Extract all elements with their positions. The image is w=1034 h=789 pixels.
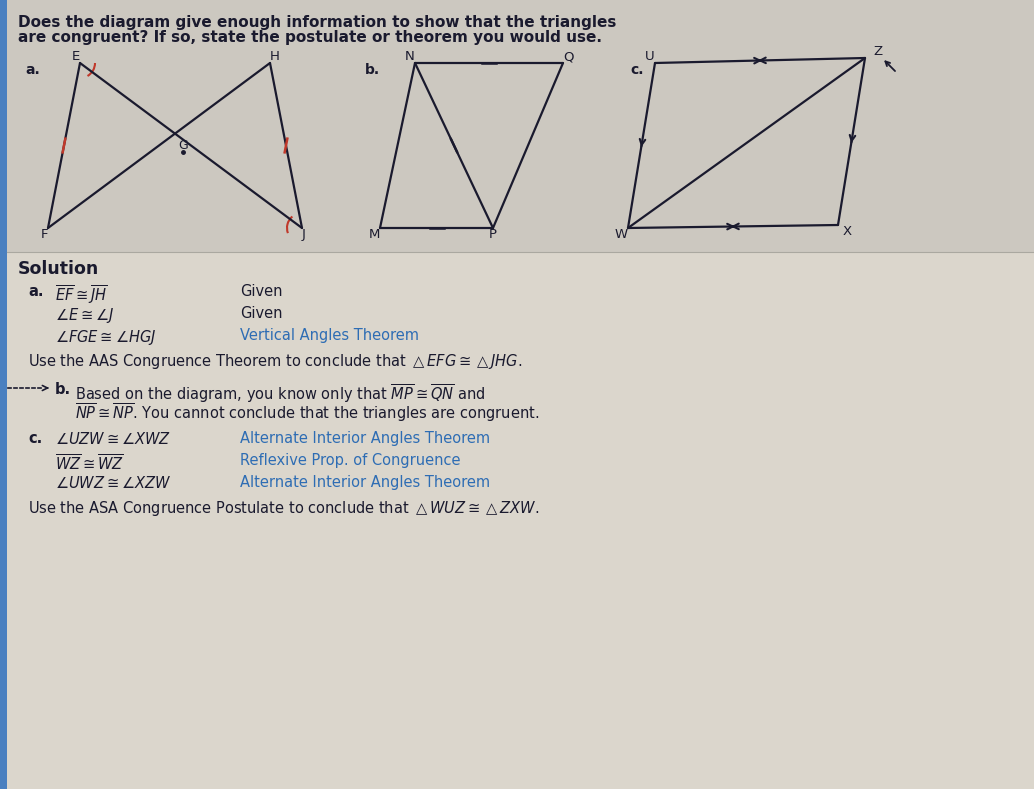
Text: Use the AAS Congruence Theorem to conclude that $\triangle EFG \cong \triangle J: Use the AAS Congruence Theorem to conclu… [28, 352, 522, 371]
Text: Vertical Angles Theorem: Vertical Angles Theorem [240, 328, 419, 343]
Text: X: X [843, 225, 852, 238]
Text: Based on the diagram, you know only that $\overline{MP} \cong \overline{QN}$ and: Based on the diagram, you know only that… [75, 382, 486, 405]
Text: $\overline{EF} \cong \overline{JH}$: $\overline{EF} \cong \overline{JH}$ [55, 284, 108, 307]
Text: G: G [178, 139, 188, 151]
Text: are congruent? If so, state the postulate or theorem you would use.: are congruent? If so, state the postulat… [18, 30, 602, 45]
Text: Given: Given [240, 306, 282, 321]
Text: Q: Q [562, 50, 574, 63]
Text: U: U [645, 50, 655, 63]
Text: M: M [369, 228, 381, 241]
Text: Given: Given [240, 284, 282, 299]
Text: $\overline{NP} \cong \overline{NP}$. You cannot conclude that the triangles are : $\overline{NP} \cong \overline{NP}$. You… [75, 401, 539, 424]
Text: b.: b. [55, 382, 71, 397]
Text: J: J [302, 228, 306, 241]
Text: c.: c. [28, 431, 42, 446]
Bar [0, 0, 7, 789]
Text: $\angle E \cong \angle J$: $\angle E \cong \angle J$ [55, 306, 115, 325]
Text: W: W [615, 228, 628, 241]
Text: N: N [405, 50, 415, 63]
Text: c.: c. [630, 63, 643, 77]
Text: b.: b. [365, 63, 381, 77]
Text: Z: Z [873, 45, 882, 58]
Text: $\angle FGE \cong \angle HGJ$: $\angle FGE \cong \angle HGJ$ [55, 328, 156, 347]
Text: a.: a. [28, 284, 43, 299]
Text: Does the diagram give enough information to show that the triangles: Does the diagram give enough information… [18, 15, 616, 30]
Bar [0, 252, 1034, 789]
Text: Reflexive Prop. of Congruence: Reflexive Prop. of Congruence [240, 453, 460, 468]
Text: $\overline{WZ} \cong \overline{WZ}$: $\overline{WZ} \cong \overline{WZ}$ [55, 453, 124, 473]
Text: Solution: Solution [18, 260, 99, 278]
Text: a.: a. [25, 63, 39, 77]
Text: $\angle UZW \cong \angle XWZ$: $\angle UZW \cong \angle XWZ$ [55, 431, 171, 447]
Text: E: E [71, 50, 80, 63]
Text: P: P [489, 228, 497, 241]
Text: H: H [270, 50, 280, 63]
Text: Alternate Interior Angles Theorem: Alternate Interior Angles Theorem [240, 431, 490, 446]
Text: Alternate Interior Angles Theorem: Alternate Interior Angles Theorem [240, 475, 490, 490]
Text: Use the ASA Congruence Postulate to conclude that $\triangle WUZ \cong \triangle: Use the ASA Congruence Postulate to conc… [28, 499, 539, 518]
Text: $\angle UWZ \cong \angle XZW$: $\angle UWZ \cong \angle XZW$ [55, 475, 172, 491]
Text: F: F [40, 228, 48, 241]
